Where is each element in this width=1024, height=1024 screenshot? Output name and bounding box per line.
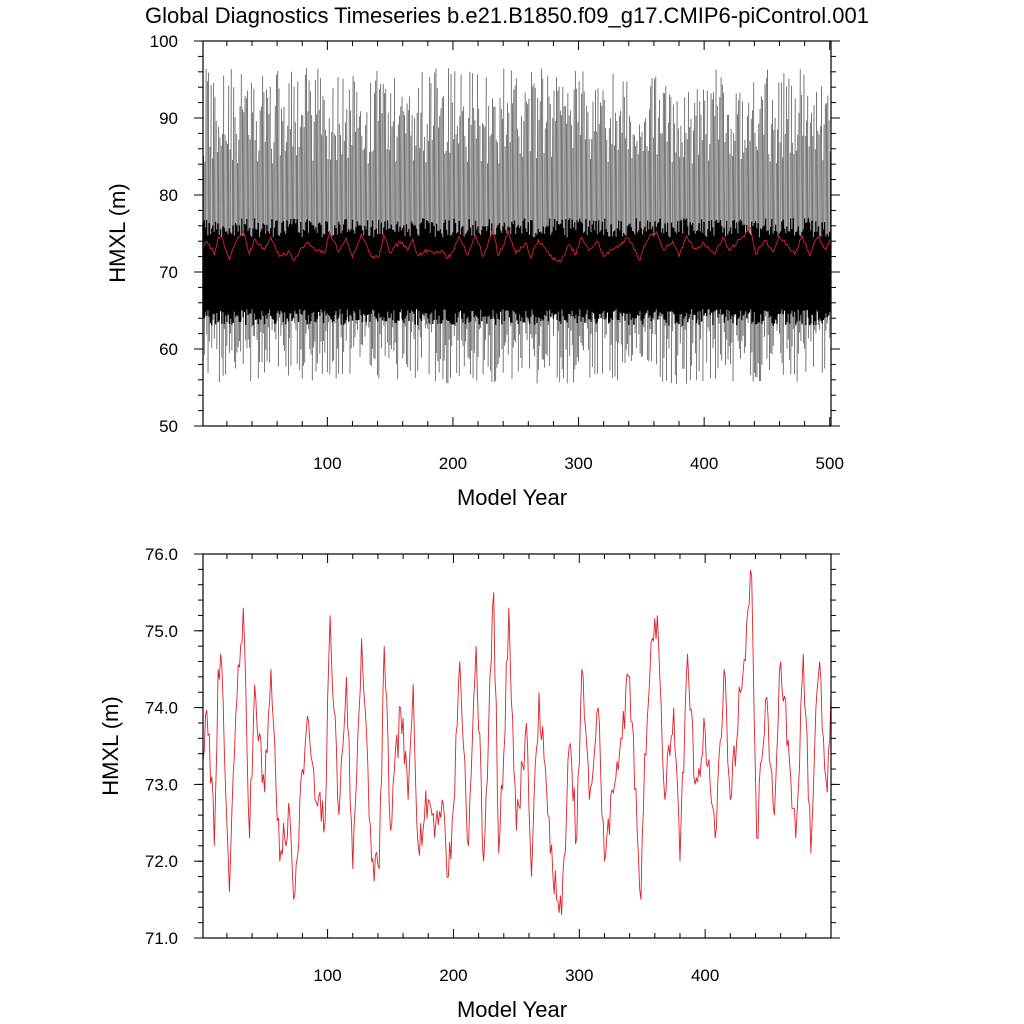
top-y-axis-label: HMXL (m) [105, 183, 130, 282]
bottom-panel: 100 200 300 400 71.0 72.0 73.0 74.0 75.0 76.0 Mod… [98, 545, 840, 1022]
top-x-tick-label: 500 [816, 454, 844, 473]
bottom-axis-ticks: 100 200 300 400 71.0 72.0 73.0 74.0 75.0 76.0 [145, 545, 840, 985]
bottom-x-tick-label: 400 [691, 966, 719, 985]
bottom-y-tick-label: 71.0 [145, 929, 178, 948]
top-plot-frame [202, 40, 832, 427]
bottom-y-tick-label: 72.0 [145, 852, 178, 871]
bottom-plot-frame [202, 553, 832, 939]
top-plot-data [202, 68, 831, 384]
bottom-plot-data [202, 569, 832, 915]
bottom-y-tick-label: 75.0 [145, 622, 178, 641]
monthly-hmxl-core [202, 218, 831, 326]
top-y-tick-label: 50 [159, 417, 178, 436]
bottom-x-tick-label: 300 [565, 966, 593, 985]
bottom-y-tick-label: 73.0 [145, 775, 178, 794]
top-y-tick-label: 100 [150, 32, 178, 51]
bottom-x-axis-label: Model Year [457, 997, 567, 1022]
top-y-tick-label: 70 [159, 263, 178, 282]
bottom-y-axis-label: HMXL (m) [98, 696, 123, 795]
top-x-tick-label: 100 [313, 454, 341, 473]
bottom-x-tick-label: 200 [439, 966, 467, 985]
annual-hmxl-line [202, 569, 832, 915]
top-x-tick-label: 200 [439, 454, 467, 473]
bottom-x-tick-label: 100 [313, 966, 341, 985]
top-y-tick-label: 60 [159, 340, 178, 359]
top-axis-ticks: 100 200 300 400 500 50 60 70 80 90 100 [150, 32, 844, 473]
top-x-axis-label: Model Year [457, 485, 567, 510]
top-x-tick-label: 300 [564, 454, 592, 473]
annual-hmxl-overlay [202, 226, 831, 264]
top-y-tick-label: 80 [159, 186, 178, 205]
bottom-y-tick-label: 76.0 [145, 545, 178, 564]
chart-title: Global Diagnostics Timeseries b.e21.B185… [145, 3, 869, 28]
top-y-tick-label: 90 [159, 109, 178, 128]
top-x-tick-label: 400 [690, 454, 718, 473]
bottom-y-tick-label: 74.0 [145, 699, 178, 718]
